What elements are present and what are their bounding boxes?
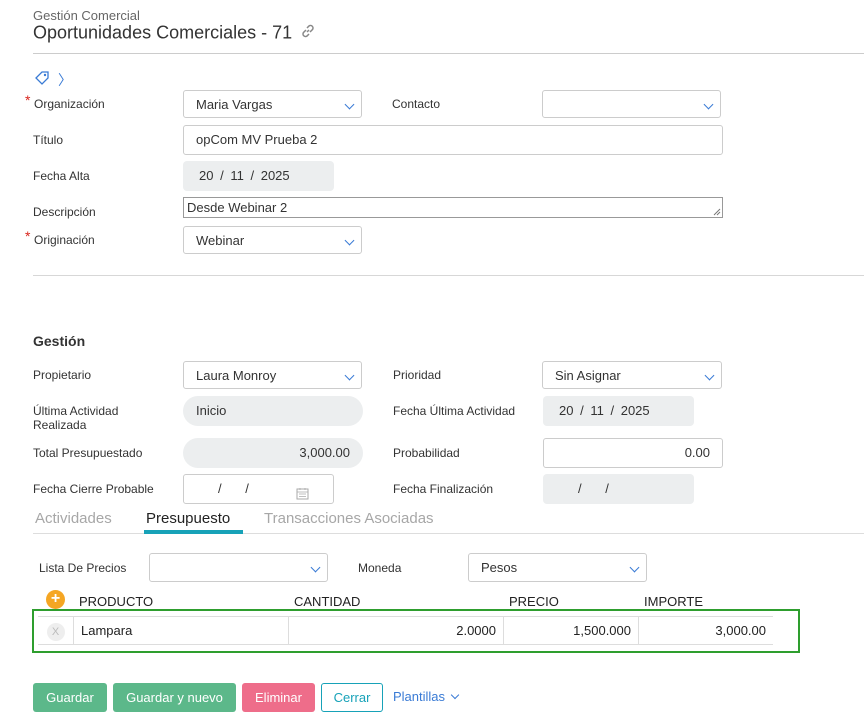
fecha-cierre-date[interactable]: / /: [183, 474, 334, 504]
fecha-cierre-label: Fecha Cierre Probable: [33, 482, 154, 496]
plantillas-label: Plantillas: [393, 689, 446, 704]
eliminar-button[interactable]: Eliminar: [242, 683, 315, 712]
fecha-ultima-actividad-label: Fecha Última Actividad: [393, 404, 516, 418]
date-sep: /: [605, 481, 609, 496]
moneda-label: Moneda: [358, 561, 402, 575]
probabilidad-label: Probabilidad: [393, 446, 460, 460]
descripcion-label: Descripción: [33, 205, 96, 219]
total-presupuestado-value: 3,000.00: [183, 438, 363, 468]
chevron-down-icon: [344, 370, 355, 381]
ultima-actividad-label-line2: Realizada: [33, 418, 87, 432]
tab-active-indicator: [144, 530, 243, 534]
chevron-down-icon: [450, 690, 459, 700]
column-header-importe: IMPORTE: [644, 594, 703, 609]
guardar-button[interactable]: Guardar: [33, 683, 107, 712]
chevron-down-icon: [629, 562, 640, 573]
ultima-actividad-label-line1: Última Actividad: [33, 404, 119, 418]
moneda-select[interactable]: Pesos: [468, 553, 647, 582]
tab-actividades[interactable]: Actividades: [35, 510, 112, 527]
contacto-label: Contacto: [392, 97, 441, 111]
date-year: 2025: [260, 168, 290, 183]
tag-icon[interactable]: [34, 70, 50, 91]
titulo-label: Título: [33, 133, 64, 147]
date-sep: /: [610, 403, 615, 418]
probabilidad-input[interactable]: 0.00: [543, 438, 723, 468]
page-title: Oportunidades Comerciales - 71: [33, 22, 317, 45]
date-month: 11: [590, 403, 604, 418]
fecha-alta-date[interactable]: 20 / 11 / 2025: [183, 161, 334, 191]
lista-precios-select[interactable]: [149, 553, 328, 582]
prioridad-select[interactable]: Sin Asignar: [542, 361, 722, 389]
date-sep: /: [218, 481, 222, 496]
calendar-icon[interactable]: [296, 482, 309, 510]
ultima-actividad-value: Inicio: [183, 396, 363, 426]
expand-chevron-icon[interactable]: 〉: [58, 72, 72, 88]
chevron-down-icon: [310, 562, 321, 573]
descripcion-value: Desde Webinar 2: [187, 200, 288, 215]
contacto-select[interactable]: [542, 90, 721, 118]
propietario-value: Laura Monroy: [196, 368, 277, 383]
organizacion-value: Maria Vargas: [196, 97, 273, 112]
fecha-ultima-actividad-date: 20 / 11 / 2025: [543, 396, 694, 426]
breadcrumb: Gestión Comercial: [33, 8, 140, 23]
chevron-down-icon: [344, 99, 355, 110]
plantillas-dropdown[interactable]: Plantillas: [393, 689, 459, 704]
originacion-label: Originación: [34, 233, 95, 247]
propietario-select[interactable]: Laura Monroy: [183, 361, 362, 389]
titulo-input[interactable]: opCom MV Prueba 2: [183, 125, 723, 155]
tabs-divider: [33, 533, 864, 534]
add-row-plus-icon[interactable]: +: [46, 590, 65, 609]
propietario-label: Propietario: [33, 368, 92, 382]
cantidad-cell[interactable]: 2.0000: [289, 617, 504, 645]
page-title-text: Oportunidades Comerciales - 71: [33, 22, 293, 43]
column-header-cantidad: CANTIDAD: [294, 594, 361, 609]
date-sep: /: [580, 403, 584, 418]
date-day: 20: [559, 403, 574, 418]
prioridad-value: Sin Asignar: [555, 368, 621, 383]
remove-row-icon[interactable]: X: [46, 623, 65, 641]
date-month: 11: [230, 168, 244, 183]
header-divider: [33, 53, 864, 54]
date-sep: /: [250, 168, 255, 183]
organizacion-select[interactable]: Maria Vargas: [183, 90, 362, 118]
guardar-y-nuevo-button[interactable]: Guardar y nuevo: [113, 683, 236, 712]
ultima-actividad-label: Última Actividad Realizada: [33, 404, 118, 432]
gestion-heading: Gestión: [33, 333, 86, 349]
cerrar-button[interactable]: Cerrar: [321, 683, 383, 712]
chevron-down-icon: [344, 235, 355, 246]
date-sep: /: [578, 481, 582, 496]
chevron-down-icon: [704, 370, 715, 381]
column-header-precio: PRECIO: [509, 594, 559, 609]
producto-cell[interactable]: Lampara: [74, 617, 289, 645]
column-header-producto: PRODUCTO: [79, 594, 154, 609]
fecha-finalizacion-date: / /: [543, 474, 694, 504]
section-divider: [33, 275, 864, 276]
required-marker: *: [25, 92, 31, 108]
organizacion-label: Organización: [34, 97, 105, 111]
row-highlight-frame: [32, 609, 800, 653]
table-row: X Lampara 2.0000 1,500.000 3,000.00: [38, 616, 773, 645]
date-sep: /: [245, 481, 249, 496]
prioridad-label: Prioridad: [393, 368, 442, 382]
originacion-select[interactable]: Webinar: [183, 226, 362, 254]
fecha-finalizacion-label: Fecha Finalización: [393, 482, 494, 496]
originacion-value: Webinar: [196, 233, 245, 248]
precio-cell[interactable]: 1,500.000: [504, 617, 639, 645]
tab-transacciones[interactable]: Transacciones Asociadas: [264, 510, 434, 527]
importe-cell: 3,000.00: [715, 623, 766, 638]
resize-handle-icon[interactable]: [713, 208, 721, 216]
total-presupuestado-label: Total Presupuestado: [33, 446, 143, 460]
remove-cell: X: [38, 617, 74, 645]
descripcion-textarea[interactable]: Desde Webinar 2: [183, 197, 723, 218]
moneda-value: Pesos: [481, 560, 518, 575]
chevron-down-icon: [703, 99, 714, 110]
fecha-alta-label: Fecha Alta: [33, 169, 90, 183]
lista-precios-label: Lista De Precios: [39, 561, 127, 575]
date-day: 20: [199, 168, 214, 183]
required-marker: *: [25, 228, 31, 244]
date-sep: /: [220, 168, 224, 183]
link-icon[interactable]: [299, 22, 317, 45]
tab-presupuesto[interactable]: Presupuesto: [146, 510, 231, 527]
date-year: 2025: [620, 403, 650, 418]
